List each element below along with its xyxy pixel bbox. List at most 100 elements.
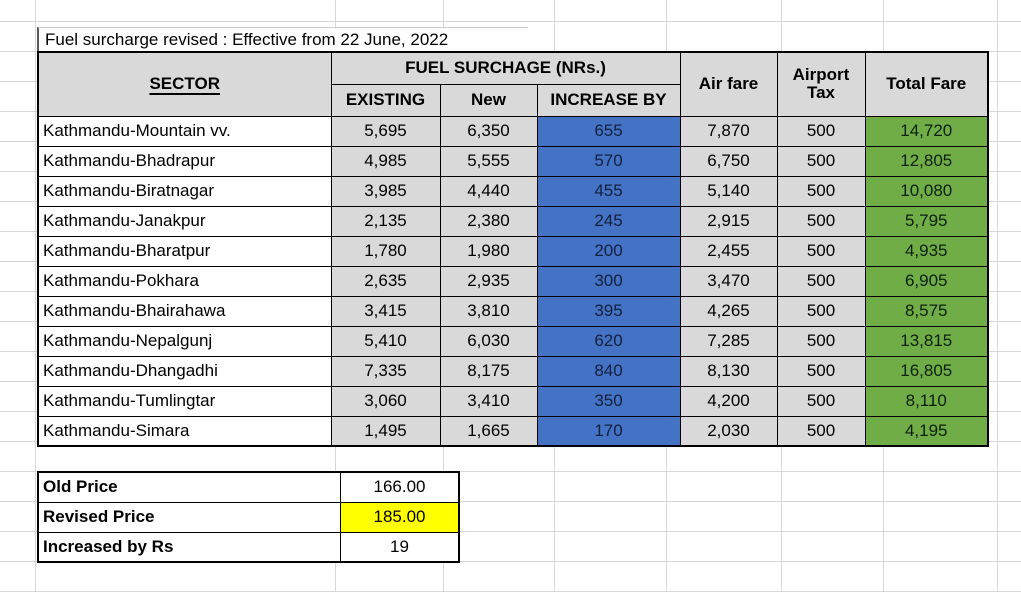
title-cell[interactable]: Fuel surcharge revised : Effective from … — [37, 27, 528, 51]
existing-surcharge-cell[interactable]: 2,135 — [330, 205, 441, 237]
summary-label-cell[interactable]: Revised Price — [37, 501, 341, 533]
airport-tax-cell[interactable]: 500 — [776, 295, 866, 327]
summary-value-cell[interactable]: 19 — [340, 531, 460, 563]
header-sector[interactable]: SECTOR — [37, 51, 332, 117]
sector-cell[interactable]: Kathmandu-Biratnagar — [37, 175, 332, 207]
airport-tax-cell[interactable]: 500 — [776, 145, 866, 177]
air-fare-cell[interactable]: 3,470 — [679, 265, 778, 297]
total-fare-cell[interactable]: 5,795 — [864, 205, 989, 237]
summary-label-cell[interactable]: Increased by Rs — [37, 531, 341, 563]
increase-by-cell[interactable]: 655 — [536, 115, 681, 147]
total-fare-cell[interactable]: 6,905 — [864, 265, 989, 297]
airport-tax-cell[interactable]: 500 — [776, 205, 866, 237]
increase-by-cell[interactable]: 620 — [536, 325, 681, 357]
new-surcharge-cell[interactable]: 6,350 — [439, 115, 538, 147]
existing-surcharge-cell[interactable]: 7,335 — [330, 355, 441, 387]
sector-cell[interactable]: Kathmandu-Bharatpur — [37, 235, 332, 267]
existing-surcharge-cell[interactable]: 1,780 — [330, 235, 441, 267]
existing-surcharge-cell[interactable]: 1,495 — [330, 415, 441, 447]
existing-surcharge-cell[interactable]: 5,695 — [330, 115, 441, 147]
sector-cell[interactable]: Kathmandu-Nepalgunj — [37, 325, 332, 357]
total-fare-cell[interactable]: 4,935 — [864, 235, 989, 267]
sector-cell[interactable]: Kathmandu-Janakpur — [37, 205, 332, 237]
new-surcharge-cell[interactable]: 5,555 — [439, 145, 538, 177]
existing-surcharge-cell[interactable]: 5,410 — [330, 325, 441, 357]
total-fare-cell[interactable]: 16,805 — [864, 355, 989, 387]
airport-tax-cell[interactable]: 500 — [776, 265, 866, 297]
air-fare-cell[interactable]: 4,265 — [679, 295, 778, 327]
summary-row: Increased by Rs 19 — [37, 531, 460, 563]
header-new[interactable]: New — [439, 83, 538, 117]
increase-by-cell[interactable]: 170 — [536, 415, 681, 447]
sector-cell[interactable]: Kathmandu-Mountain vv. — [37, 115, 332, 147]
airport-tax-cell[interactable]: 500 — [776, 355, 866, 387]
increase-by-cell[interactable]: 455 — [536, 175, 681, 207]
new-surcharge-cell[interactable]: 3,810 — [439, 295, 538, 327]
new-surcharge-cell[interactable]: 4,440 — [439, 175, 538, 207]
existing-surcharge-cell[interactable]: 3,985 — [330, 175, 441, 207]
increase-by-cell[interactable]: 570 — [536, 145, 681, 177]
total-fare-cell[interactable]: 4,195 — [864, 415, 989, 447]
increase-by-cell[interactable]: 840 — [536, 355, 681, 387]
header-total-fare[interactable]: Total Fare — [864, 51, 989, 117]
air-fare-cell[interactable]: 7,285 — [679, 325, 778, 357]
table-row: Kathmandu-Bhairahawa 3,415 3,810 395 4,265 50… — [37, 295, 989, 327]
airport-tax-cell[interactable]: 500 — [776, 415, 866, 447]
summary-row: Old Price 166.00 — [37, 471, 460, 503]
air-fare-cell[interactable]: 7,870 — [679, 115, 778, 147]
air-fare-cell[interactable]: 2,915 — [679, 205, 778, 237]
header-fuel-surcharge-group[interactable]: FUEL SURCHAGE (NRs.) — [330, 51, 681, 85]
new-surcharge-cell[interactable]: 6,030 — [439, 325, 538, 357]
total-fare-cell[interactable]: 8,110 — [864, 385, 989, 417]
airport-tax-cell[interactable]: 500 — [776, 325, 866, 357]
existing-surcharge-cell[interactable]: 2,635 — [330, 265, 441, 297]
table-row: Kathmandu-Dhangadhi 7,335 8,175 840 8,130 500… — [37, 355, 989, 387]
header-air-fare[interactable]: Air fare — [679, 51, 778, 117]
sector-cell[interactable]: Kathmandu-Dhangadhi — [37, 355, 332, 387]
sector-cell[interactable]: Kathmandu-Bhadrapur — [37, 145, 332, 177]
price-summary-table: Old Price 166.00 Revised Price 185.00 Increa… — [37, 471, 460, 563]
existing-surcharge-cell[interactable]: 4,985 — [330, 145, 441, 177]
new-surcharge-cell[interactable]: 1,980 — [439, 235, 538, 267]
sector-cell[interactable]: Kathmandu-Bhairahawa — [37, 295, 332, 327]
header-existing[interactable]: EXISTING — [330, 83, 441, 117]
summary-row: Revised Price 185.00 — [37, 501, 460, 533]
new-surcharge-cell[interactable]: 3,410 — [439, 385, 538, 417]
increase-by-cell[interactable]: 200 — [536, 235, 681, 267]
airport-tax-cell[interactable]: 500 — [776, 385, 866, 417]
airport-tax-cell[interactable]: 500 — [776, 235, 866, 267]
new-surcharge-cell[interactable]: 2,380 — [439, 205, 538, 237]
summary-value-cell[interactable]: 166.00 — [340, 471, 460, 503]
new-surcharge-cell[interactable]: 1,665 — [439, 415, 538, 447]
total-fare-cell[interactable]: 10,080 — [864, 175, 989, 207]
increase-by-cell[interactable]: 395 — [536, 295, 681, 327]
table-row: Kathmandu-Biratnagar 3,985 4,440 455 5,140 50… — [37, 175, 989, 207]
summary-label-cell[interactable]: Old Price — [37, 471, 341, 503]
airport-tax-cell[interactable]: 500 — [776, 175, 866, 207]
sector-cell[interactable]: Kathmandu-Pokhara — [37, 265, 332, 297]
summary-value-cell[interactable]: 185.00 — [340, 501, 460, 533]
header-airport-tax[interactable]: Airport Tax — [776, 51, 866, 117]
air-fare-cell[interactable]: 4,200 — [679, 385, 778, 417]
increase-by-cell[interactable]: 245 — [536, 205, 681, 237]
total-fare-cell[interactable]: 14,720 — [864, 115, 989, 147]
table-row: Kathmandu-Nepalgunj 5,410 6,030 620 7,285 500… — [37, 325, 989, 357]
increase-by-cell[interactable]: 300 — [536, 265, 681, 297]
header-increase-by[interactable]: INCREASE BY — [536, 83, 681, 117]
sector-cell[interactable]: Kathmandu-Tumlingtar — [37, 385, 332, 417]
sector-cell[interactable]: Kathmandu-Simara — [37, 415, 332, 447]
existing-surcharge-cell[interactable]: 3,415 — [330, 295, 441, 327]
air-fare-cell[interactable]: 5,140 — [679, 175, 778, 207]
air-fare-cell[interactable]: 8,130 — [679, 355, 778, 387]
existing-surcharge-cell[interactable]: 3,060 — [330, 385, 441, 417]
air-fare-cell[interactable]: 2,455 — [679, 235, 778, 267]
airport-tax-cell[interactable]: 500 — [776, 115, 866, 147]
new-surcharge-cell[interactable]: 8,175 — [439, 355, 538, 387]
air-fare-cell[interactable]: 6,750 — [679, 145, 778, 177]
total-fare-cell[interactable]: 13,815 — [864, 325, 989, 357]
total-fare-cell[interactable]: 12,805 — [864, 145, 989, 177]
air-fare-cell[interactable]: 2,030 — [679, 415, 778, 447]
new-surcharge-cell[interactable]: 2,935 — [439, 265, 538, 297]
total-fare-cell[interactable]: 8,575 — [864, 295, 989, 327]
increase-by-cell[interactable]: 350 — [536, 385, 681, 417]
